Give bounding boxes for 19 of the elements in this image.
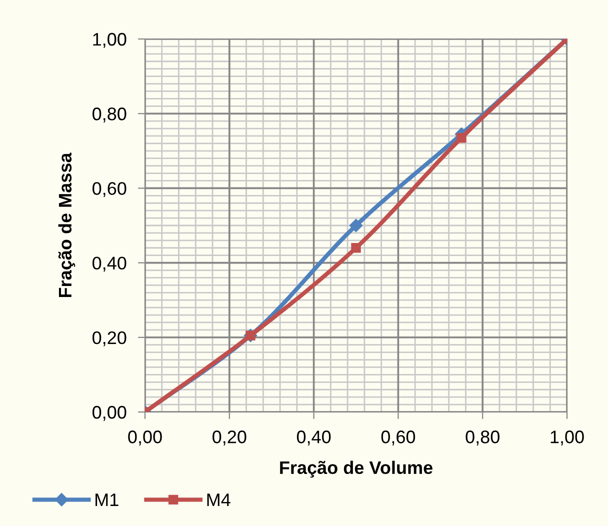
y-tick-label: 1,00 — [93, 32, 126, 48]
x-tick-label: 0,60 — [381, 430, 416, 446]
y-tick-label: 0,20 — [92, 331, 126, 346]
y-tick-label: 0,60 — [92, 182, 126, 198]
y-tick-label: 0,80 — [92, 108, 126, 122]
y-tick-label: 0,00 — [92, 406, 126, 421]
x-tick-label: 0,00 — [128, 430, 162, 446]
point — [349, 218, 363, 232]
x-tick-label: 0,80 — [466, 430, 500, 446]
point — [351, 243, 361, 253]
legend-label: M4 — [207, 494, 230, 506]
x-tick-label: 0,20 — [212, 430, 246, 446]
y-axis-title: Fração de Massa — [58, 152, 76, 298]
legend-label: M1 — [96, 494, 118, 506]
y-tick-label: 0,40 — [92, 256, 126, 272]
point — [456, 132, 466, 143]
x-axis-title: Fração de Volume — [280, 460, 432, 478]
x-tick-label: 0,40 — [296, 430, 331, 446]
x-tick-label: 1,00 — [550, 430, 584, 446]
